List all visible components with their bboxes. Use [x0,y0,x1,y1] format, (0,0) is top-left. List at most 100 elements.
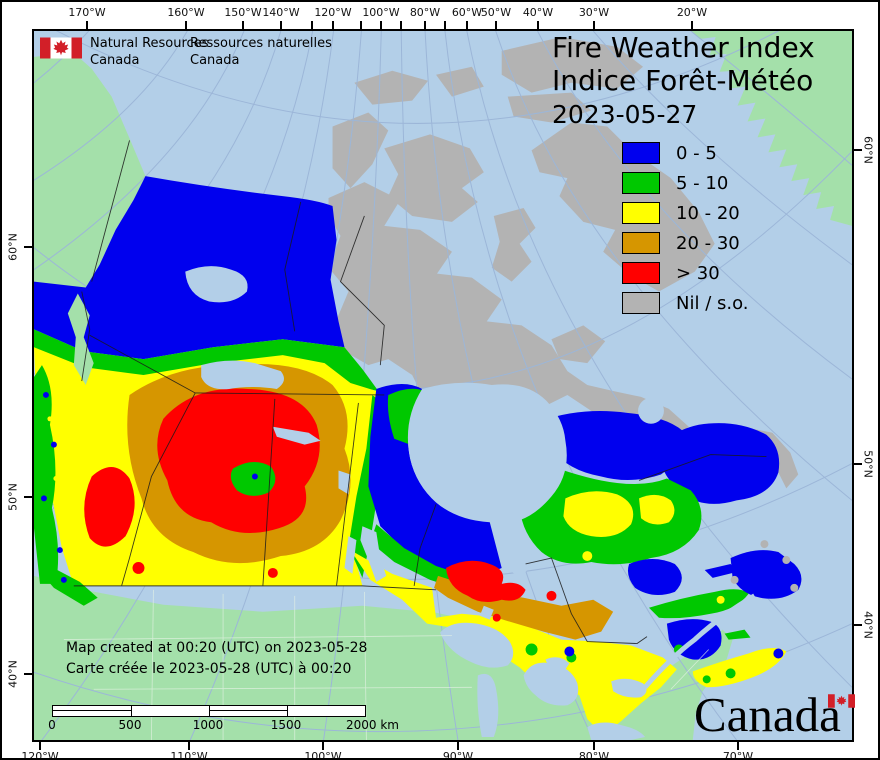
scale-segment [53,706,131,716]
graticule-tick-top [400,21,402,29]
coats-island [521,359,548,382]
blue-speck [42,391,49,398]
anticosti-island [704,563,737,578]
scale-label-1000: 1000 [192,718,224,732]
ontario-red [445,560,526,603]
longitude-label-top: 40°W [522,6,554,19]
nova-scotia [692,647,787,688]
longitude-label-top: 30°W [578,6,610,19]
legend-row: 20 - 30 [622,228,749,258]
graticule-tick-top [691,21,693,29]
yukon-nwt-blue [34,176,345,360]
latitude-label-left: 60°N [6,233,20,261]
graticule-tick-top [332,21,334,29]
scale-segment [209,706,287,716]
yukon-nwt-border [284,201,302,332]
red-speck [492,613,501,622]
title-french: Indice Forêt-Météo [552,64,814,97]
blue-speck [251,473,258,480]
graticule-tick-top [311,21,313,29]
quebec-north-blue [541,411,687,481]
blue-speck [564,646,575,657]
labrador-blue [658,423,780,504]
alaska [34,52,146,298]
melville-island [436,66,484,97]
legend-row: 0 - 5 [622,138,749,168]
scale-label-2000km: 2000 km [346,718,399,732]
scale-segment [287,706,365,716]
longitude-label-bottom: 70°W [722,750,754,760]
created-line-en: Map created at 00:20 (UTC) on 2023-05-28 [66,640,368,656]
ellesmere-island [501,36,644,93]
latitude-label-left: 40°N [6,660,20,688]
longitude-label-top: 120°W [314,6,352,19]
scale-segment [131,706,209,716]
lake-athabasca [272,426,321,445]
quebec-yellow [563,491,634,537]
us-state-lines [63,589,709,740]
canada-fwi-map [34,31,852,740]
title-date: 2023-05-27 [552,100,698,129]
graticule-tick-top [495,21,497,29]
yellow-speck [53,475,59,481]
graticule-tick-right [854,624,862,626]
logo-fr-line1: Ressources naturelles [190,36,332,51]
legend-swatch-5-10 [622,172,660,194]
title-english: Fire Weather Index [552,31,815,64]
longitude-label-top: 20°W [676,6,708,19]
longitude-label-top: 100°W [362,6,400,19]
legend-label: 10 - 20 [676,202,740,224]
lake-erie [587,722,646,740]
latitude-label-right: 40°N [861,611,875,639]
legend-swatch-0-5 [622,142,660,164]
graticule-tick-top [185,21,187,29]
graticule-tick-top [242,21,244,29]
scale-bar [52,705,366,717]
nil-speck [790,583,799,592]
banks-island [332,112,389,189]
legend-row: > 30 [622,258,749,288]
red-speck [132,562,145,574]
longitude-label-top: 140°W [262,6,300,19]
sask-manitoba-border [336,402,359,586]
graticule-tick-bottom [188,742,190,750]
logo-text-english: Natural Resources Canada [90,35,208,69]
longitude-label-top: 80°W [409,6,441,19]
graticule-tick-top [593,21,595,29]
bc-alberta-border [121,392,196,586]
manitoba-ontario-border [413,504,437,586]
legend-swatch-20-30 [622,232,660,254]
gaspe-green [648,589,749,619]
lake-winnipeg [360,526,387,582]
ontario-yellow [350,550,677,736]
alaska-border [81,140,130,382]
legend-label: > 30 [676,262,720,284]
north-green-strip [34,329,379,391]
graticule-tick-top [444,21,446,29]
victoria-island [384,134,484,222]
longitude-label-top: 160°W [167,6,205,19]
legend-label: 20 - 30 [676,232,740,254]
red-speck [267,567,278,578]
graticule-tick-top [466,21,468,29]
blue-speck [60,576,67,583]
legend-row: 10 - 20 [622,198,749,228]
graticule-tick-top [360,21,362,29]
quebec-low-blue [627,559,682,596]
nil-speck [760,540,769,549]
longitude-label-bottom: 110°W [170,750,208,760]
graticule-tick-bottom [39,742,41,750]
lake-nipigon [479,605,494,620]
logo-en-line2: Canada [90,53,140,68]
yellow-speck [716,595,725,604]
ungava-bay [638,397,664,424]
graticule-tick-top [280,21,282,29]
graticule-tick-bottom [457,742,459,750]
greenland [690,31,852,226]
legend-row: 5 - 10 [622,168,749,198]
nwt-nunavut-border [339,215,385,366]
longitude-label-top: 170°W [68,6,106,19]
political-borders [73,140,767,644]
southampton-island [551,325,606,364]
graticule-tick-top [86,21,88,29]
